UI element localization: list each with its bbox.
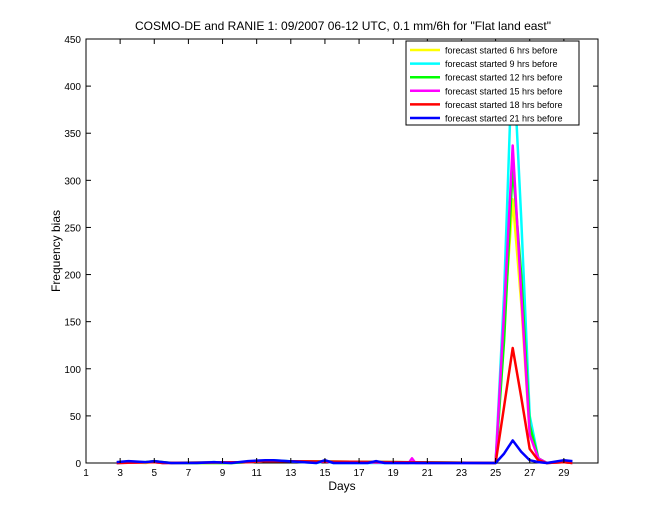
x-tick-label: 29 — [558, 468, 570, 479]
y-tick-label: 0 — [75, 459, 81, 470]
x-tick-label: 17 — [354, 468, 366, 479]
legend-label-2: forecast started 9 hrs before — [445, 59, 558, 69]
x-tick-label: 23 — [456, 468, 468, 479]
x-tick-label: 11 — [251, 468, 262, 479]
x-tick-label: 3 — [117, 468, 123, 479]
x-tick-label: 7 — [186, 468, 192, 479]
x-axis-label: Days — [328, 479, 355, 493]
y-tick-label: 50 — [70, 412, 82, 423]
legend-label-1: forecast started 6 hrs before — [445, 46, 558, 56]
x-tick-label: 21 — [422, 468, 434, 479]
y-tick-label: 150 — [64, 318, 81, 329]
y-tick-label: 100 — [64, 365, 81, 376]
x-tick-label: 9 — [220, 468, 226, 479]
legend-label-3: forecast started 12 hrs before — [445, 73, 563, 83]
legend-label-5: forecast started 18 hrs before — [445, 100, 563, 110]
y-axis-label: Frequency bias — [49, 210, 63, 292]
y-tick-label: 300 — [64, 176, 81, 187]
x-tick-label: 27 — [524, 468, 536, 479]
x-tick-label: 13 — [285, 468, 297, 479]
x-tick-label: 25 — [490, 468, 502, 479]
y-tick-label: 250 — [64, 223, 81, 234]
chart-title: COSMO-DE and RANIE 1: 09/2007 06-12 UTC,… — [135, 19, 551, 33]
legend-label-4: forecast started 15 hrs before — [445, 86, 563, 96]
x-tick-label: 15 — [319, 468, 331, 479]
y-tick-label: 350 — [64, 129, 81, 140]
legend-label-6: forecast started 21 hrs before — [445, 114, 563, 124]
y-tick-label: 200 — [64, 271, 81, 282]
x-tick-label: 19 — [388, 468, 400, 479]
legend: forecast started 6 hrs before forecast st… — [405, 40, 580, 126]
legend-box — [405, 40, 580, 126]
x-tick-label: 5 — [151, 468, 157, 479]
x-tick-label: 1 — [83, 468, 89, 479]
y-tick-label: 450 — [64, 35, 81, 46]
y-tick-label: 400 — [64, 82, 81, 93]
